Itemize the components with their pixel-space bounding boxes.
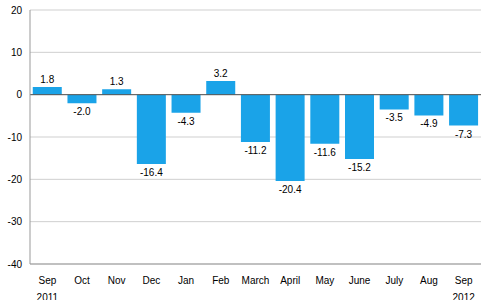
svg-text:0: 0 bbox=[16, 89, 22, 100]
svg-text:-40: -40 bbox=[8, 259, 22, 270]
svg-text:June: June bbox=[349, 275, 371, 286]
svg-text:Oct: Oct bbox=[74, 275, 90, 286]
svg-text:Feb: Feb bbox=[212, 275, 230, 286]
svg-text:-15.2: -15.2 bbox=[348, 162, 371, 173]
svg-text:Sep: Sep bbox=[455, 275, 473, 286]
svg-text:-4.3: -4.3 bbox=[177, 116, 195, 127]
svg-text:10: 10 bbox=[11, 47, 23, 58]
svg-text:-3.5: -3.5 bbox=[386, 112, 404, 123]
svg-text:-11.6: -11.6 bbox=[314, 147, 336, 158]
svg-text:-2.0: -2.0 bbox=[73, 106, 91, 117]
svg-text:Aug: Aug bbox=[420, 275, 438, 286]
svg-text:Sep: Sep bbox=[38, 275, 56, 286]
svg-text:-20: -20 bbox=[8, 174, 22, 185]
svg-text:-20.4: -20.4 bbox=[279, 184, 302, 195]
svg-text:-4.9: -4.9 bbox=[420, 118, 438, 129]
svg-text:-7.3: -7.3 bbox=[455, 129, 473, 140]
svg-text:Jan: Jan bbox=[178, 275, 194, 286]
svg-text:Dec: Dec bbox=[143, 275, 161, 286]
svg-text:2011: 2011 bbox=[37, 292, 59, 300]
svg-text:20: 20 bbox=[11, 5, 23, 16]
svg-text:-16.4: -16.4 bbox=[140, 167, 163, 178]
svg-text:1.3: 1.3 bbox=[110, 76, 124, 87]
svg-text:May: May bbox=[315, 275, 334, 286]
svg-text:-10: -10 bbox=[8, 132, 22, 143]
svg-text:3.2: 3.2 bbox=[214, 68, 228, 79]
svg-text:Nov: Nov bbox=[108, 275, 126, 286]
svg-text:March: March bbox=[242, 275, 270, 286]
svg-text:-30: -30 bbox=[8, 216, 22, 227]
svg-text:1.8: 1.8 bbox=[40, 74, 54, 85]
svg-text:-11.2: -11.2 bbox=[244, 145, 266, 156]
svg-text:2012: 2012 bbox=[453, 292, 476, 300]
svg-text:July: July bbox=[385, 275, 403, 286]
svg-text:April: April bbox=[280, 275, 300, 286]
